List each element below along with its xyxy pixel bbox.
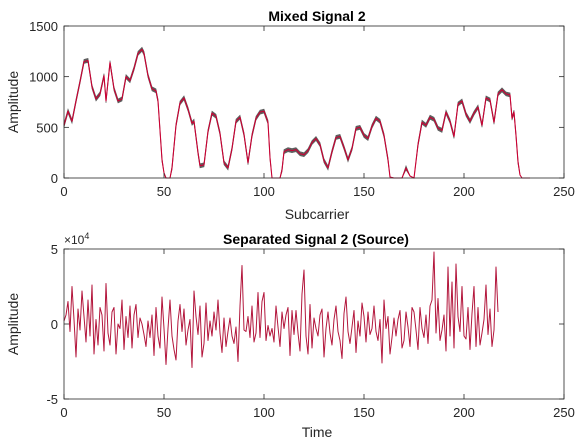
axes-separated-signal: Separated Signal 2 (Source) ×104 0 50 100 1… bbox=[5, 231, 575, 440]
x-tick-label: 250 bbox=[553, 184, 575, 199]
series-line bbox=[63, 251, 499, 368]
tick-group: 0 50 100 150 200 250 0 500 1000 1500 bbox=[29, 19, 575, 199]
y-exponent-power: 4 bbox=[84, 231, 89, 241]
y-tick-label: 1000 bbox=[29, 70, 58, 85]
y-tick-label: 0 bbox=[51, 171, 58, 186]
plot-area bbox=[63, 46, 530, 179]
axes-mixed-signal: Mixed Signal 2 0 50 100 150 200 250 0 500 1000 15… bbox=[5, 8, 575, 222]
y-tick-label: -5 bbox=[46, 392, 58, 407]
y-tick-label: 500 bbox=[36, 120, 58, 135]
x-tick-label: 250 bbox=[553, 405, 575, 420]
series-line bbox=[63, 48, 530, 179]
x-tick-label: 100 bbox=[253, 184, 275, 199]
y-tick-label: 1500 bbox=[29, 19, 58, 34]
chart-title: Separated Signal 2 (Source) bbox=[223, 231, 409, 247]
y-axis-label: Amplitude bbox=[5, 71, 21, 133]
x-tick-label: 0 bbox=[60, 405, 67, 420]
y-tick-label: 5 bbox=[51, 242, 58, 257]
y-exponent-base: ×10 bbox=[64, 233, 85, 247]
x-tick-label: 50 bbox=[157, 405, 171, 420]
y-tick-label: 0 bbox=[51, 317, 58, 332]
x-axis-label: Subcarrier bbox=[285, 206, 350, 222]
chart-title: Mixed Signal 2 bbox=[268, 8, 365, 24]
tick-group: 0 50 100 150 200 250-505 bbox=[46, 242, 574, 420]
axis-frame bbox=[63, 25, 565, 179]
y-exponent-label: ×104 bbox=[64, 231, 89, 247]
x-tick-label: 200 bbox=[453, 184, 475, 199]
x-tick-label: 150 bbox=[353, 405, 375, 420]
x-tick-label: 200 bbox=[453, 405, 475, 420]
x-axis-label: Time bbox=[302, 424, 333, 440]
plot-area bbox=[63, 251, 499, 368]
x-tick-label: 50 bbox=[157, 184, 171, 199]
y-axis-label: Amplitude bbox=[5, 293, 21, 355]
x-tick-label: 0 bbox=[60, 184, 67, 199]
x-tick-label: 100 bbox=[253, 405, 275, 420]
x-tick-label: 150 bbox=[353, 184, 375, 199]
